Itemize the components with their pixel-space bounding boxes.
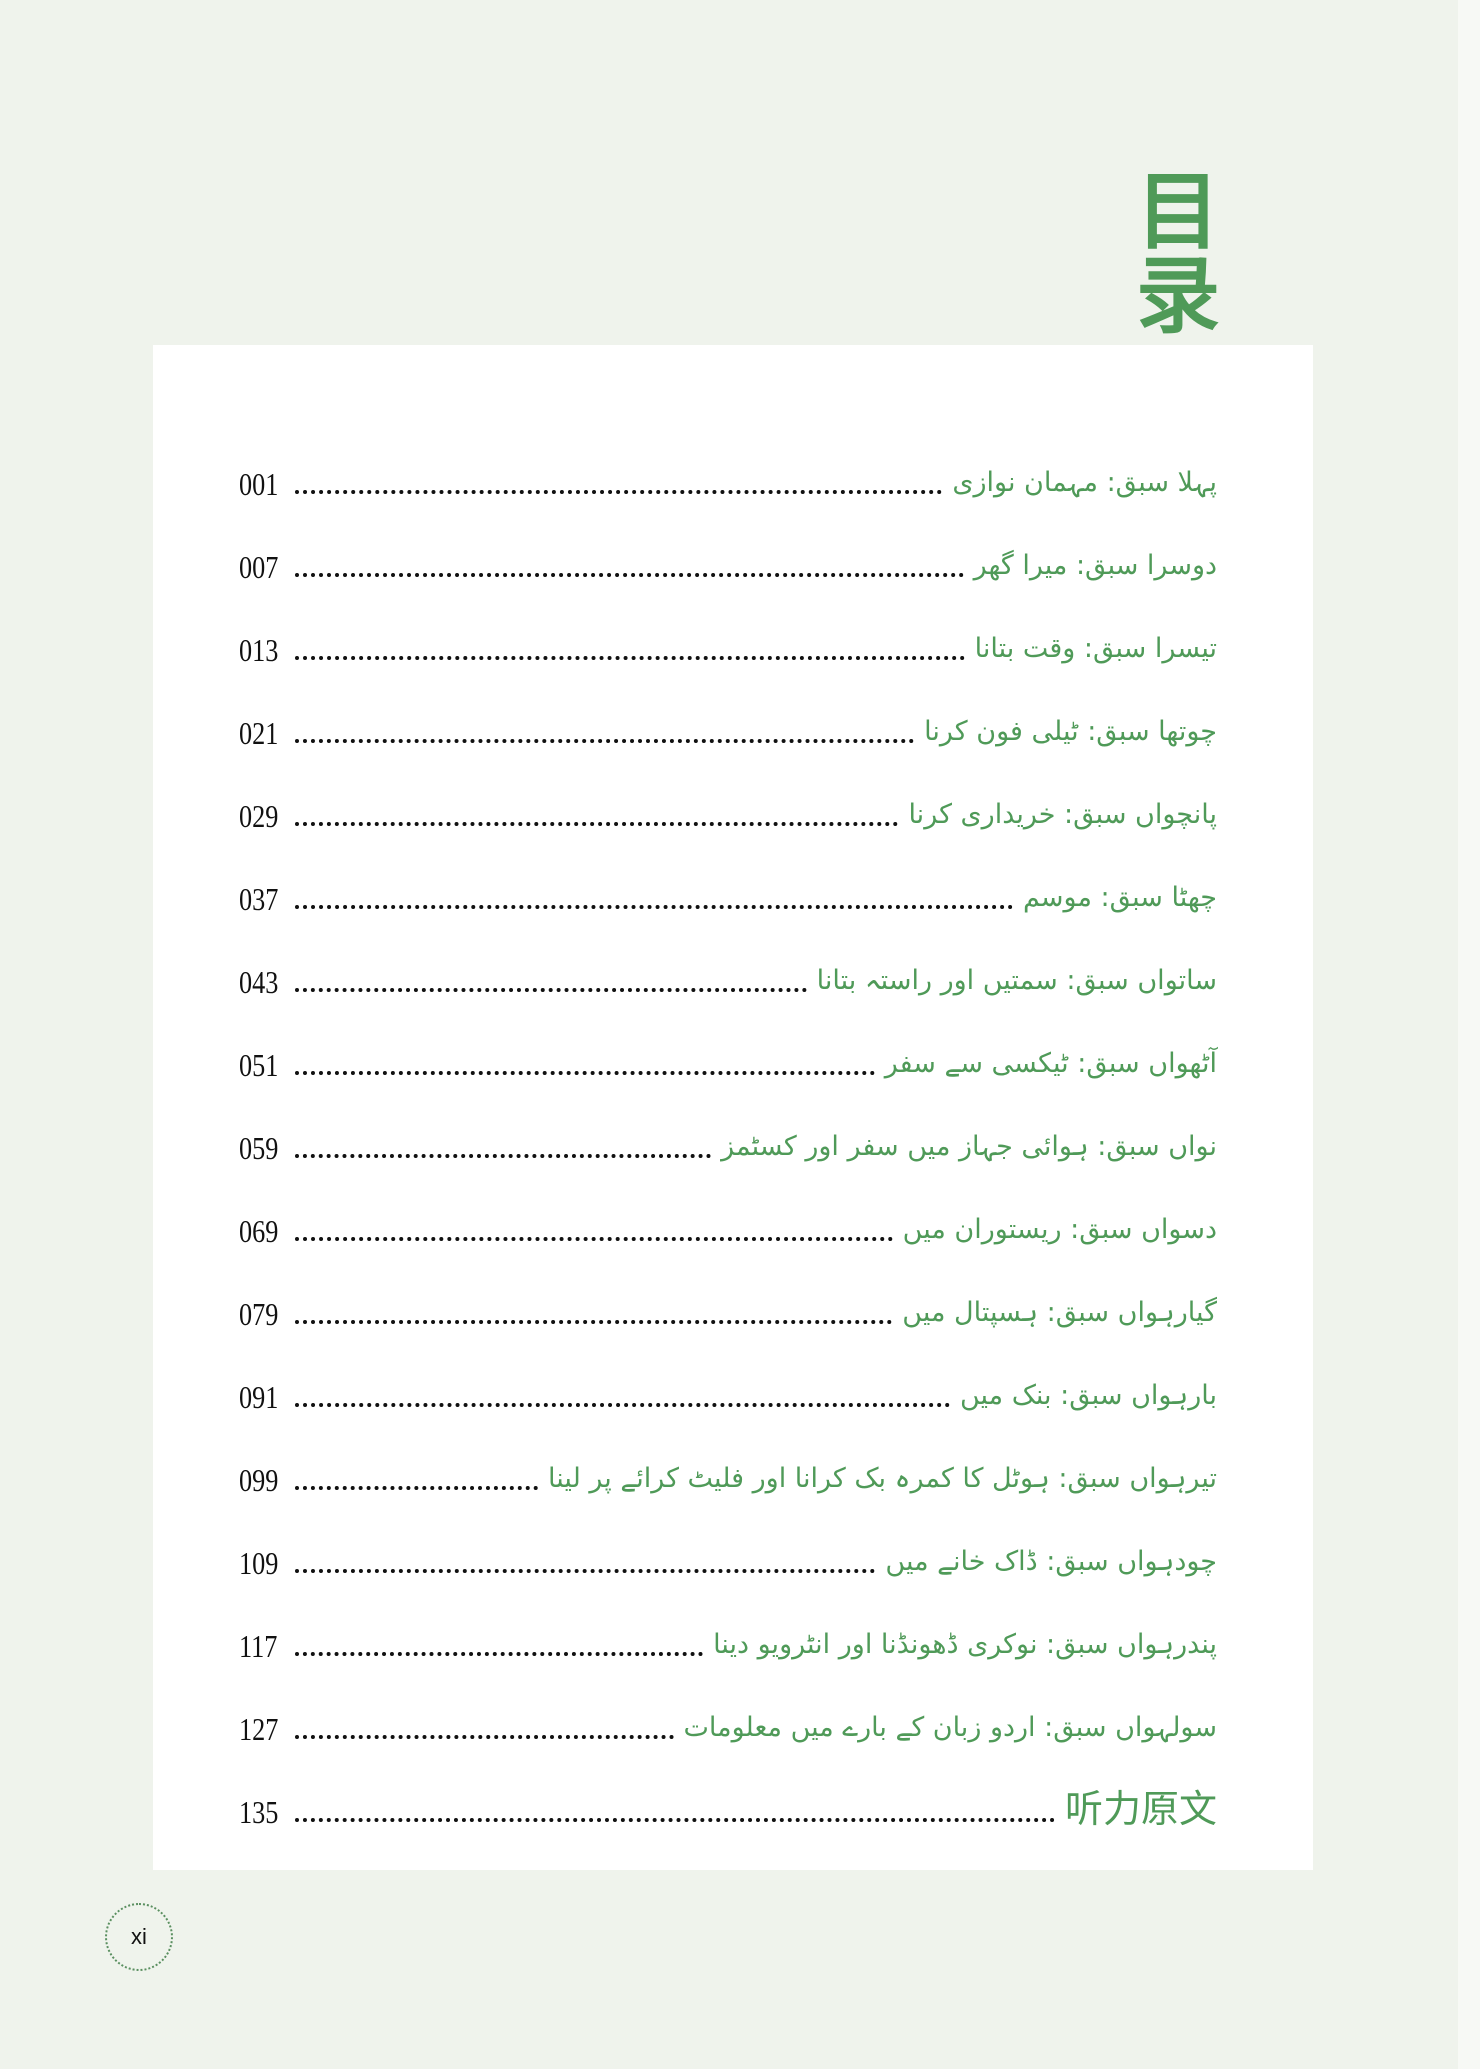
toc-entry-title: دوسرا سبق: میرا گھر <box>973 549 1217 581</box>
toc-entry-title: دسواں سبق: ریستوران میں <box>902 1213 1217 1245</box>
dot-leader <box>295 905 1013 909</box>
dot-leader <box>295 1320 893 1324</box>
toc-entry-title: چوتھا سبق: ٹیلی فون کرنا <box>924 715 1217 747</box>
dot-leader <box>295 1569 876 1573</box>
dot-leader <box>295 1403 950 1407</box>
toc-entry[interactable]: 117 پندرہواں سبق: نوکری ڈھونڈنا اور انٹرو… <box>239 1579 1217 1662</box>
toc-entry[interactable]: 079 گیارہواں سبق: ہسپتال میں <box>239 1247 1217 1330</box>
toc-entry-title: چودہواں سبق: ڈاک خانے میں <box>885 1545 1217 1577</box>
toc-entry[interactable]: 001 پہلا سبق: مہمان نوازی <box>239 417 1217 500</box>
toc-entry[interactable]: 099 تیرہواں سبق: ہوٹل کا کمرہ بک کرانا او… <box>239 1413 1217 1496</box>
toc-page-number: 037 <box>239 881 279 917</box>
toc-page-number: 001 <box>239 466 279 502</box>
toc-page-number: 069 <box>239 1213 279 1249</box>
toc-page-number: 043 <box>239 964 279 1000</box>
toc-entry[interactable]: 007 دوسرا سبق: میرا گھر <box>239 500 1217 583</box>
toc-entry[interactable]: 127 سولہواں سبق: اردو زبان کے بارے میں مع… <box>239 1662 1217 1745</box>
dot-leader <box>295 1486 539 1490</box>
toc-entry[interactable]: 069 دسواں سبق: ریستوران میں <box>239 1164 1217 1247</box>
toc-entry-title: پندرہواں سبق: نوکری ڈھونڈنا اور انٹرویو … <box>713 1628 1217 1660</box>
page-edge <box>1458 0 1480 2069</box>
toc-panel: 001 پہلا سبق: مہمان نوازی 007 دوسرا سبق: می… <box>153 345 1313 1870</box>
toc-entry[interactable]: 021 چوتھا سبق: ٹیلی فون کرنا <box>239 666 1217 749</box>
page-number: xi <box>105 1903 173 1971</box>
toc-entry[interactable]: 051 آٹھواں سبق: ٹیکسی سے سفر <box>239 998 1217 1081</box>
toc-entry-title: پہلا سبق: مہمان نوازی <box>952 466 1217 498</box>
toc-entry[interactable]: 037 چھٹا سبق: موسم <box>239 832 1217 915</box>
toc-entry[interactable]: 059 نواں سبق: ہوائی جہاز میں سفر اور کسٹم… <box>239 1081 1217 1164</box>
toc-page-number: 007 <box>239 549 279 585</box>
toc-entry-title: آٹھواں سبق: ٹیکسی سے سفر <box>884 1047 1217 1079</box>
toc-entry-title: تیسرا سبق: وقت بتانا <box>974 632 1217 664</box>
toc-entry-title: نواں سبق: ہوائی جہاز میں سفر اور کسٹمز <box>721 1130 1217 1162</box>
toc-page-number: 059 <box>239 1130 279 1166</box>
toc-page-number: 013 <box>239 632 279 668</box>
toc-page-number: 099 <box>239 1462 279 1498</box>
dot-leader <box>295 1735 674 1739</box>
toc-entry-title: بارہواں سبق: بنک میں <box>959 1379 1217 1411</box>
toc-entry[interactable]: 013 تیسرا سبق: وقت بتانا <box>239 583 1217 666</box>
toc-entry[interactable]: 043 ساتواں سبق: سمتیں اور راستہ بتانا <box>239 915 1217 998</box>
dot-leader <box>295 656 965 660</box>
toc-entry[interactable]: 029 پانچواں سبق: خریداری کرنا <box>239 749 1217 832</box>
toc-page-number: 079 <box>239 1296 279 1332</box>
page-title: 目录 <box>1135 162 1220 345</box>
toc-page-number: 109 <box>239 1545 279 1581</box>
toc-page-number: 021 <box>239 715 279 751</box>
toc-page-number: 051 <box>239 1047 279 1083</box>
toc-entry-title: 听力原文 <box>1064 1787 1217 1831</box>
toc-entry[interactable]: 091 بارہواں سبق: بنک میں <box>239 1330 1217 1413</box>
toc-page-number: 117 <box>239 1628 278 1664</box>
toc-page-number: 127 <box>239 1711 279 1747</box>
toc-entry-title: تیرہواں سبق: ہوٹل کا کمرہ بک کرانا اور ف… <box>548 1462 1217 1494</box>
dot-leader <box>295 739 915 743</box>
dot-leader <box>295 490 943 494</box>
dot-leader <box>295 1071 875 1075</box>
toc-entry-title: پانچواں سبق: خریداری کرنا <box>908 798 1217 830</box>
page-number-text: xi <box>131 1924 147 1949</box>
dot-leader <box>295 1818 1055 1822</box>
table-of-contents: 001 پہلا سبق: مہمان نوازی 007 دوسرا سبق: می… <box>239 417 1217 1828</box>
dot-leader <box>295 988 807 992</box>
toc-entry[interactable]: 135 听力原文 <box>239 1745 1217 1828</box>
toc-entry[interactable]: 109 چودہواں سبق: ڈاک خانے میں <box>239 1496 1217 1579</box>
dot-leader <box>295 573 964 577</box>
toc-entry-title: گیارہواں سبق: ہسپتال میں <box>902 1296 1217 1328</box>
toc-entry-title: چھٹا سبق: موسم <box>1022 881 1217 913</box>
toc-page-number: 029 <box>239 798 279 834</box>
toc-entry-title: ساتواں سبق: سمتیں اور راستہ بتانا <box>816 964 1217 996</box>
dot-leader <box>295 1154 712 1158</box>
toc-entry-title: سولہواں سبق: اردو زبان کے بارے میں معلوم… <box>683 1711 1218 1743</box>
dot-leader <box>295 1652 704 1656</box>
dot-leader <box>295 822 899 826</box>
toc-page-number: 091 <box>239 1379 279 1415</box>
dot-leader <box>295 1237 893 1241</box>
toc-page-number: 135 <box>239 1794 279 1830</box>
